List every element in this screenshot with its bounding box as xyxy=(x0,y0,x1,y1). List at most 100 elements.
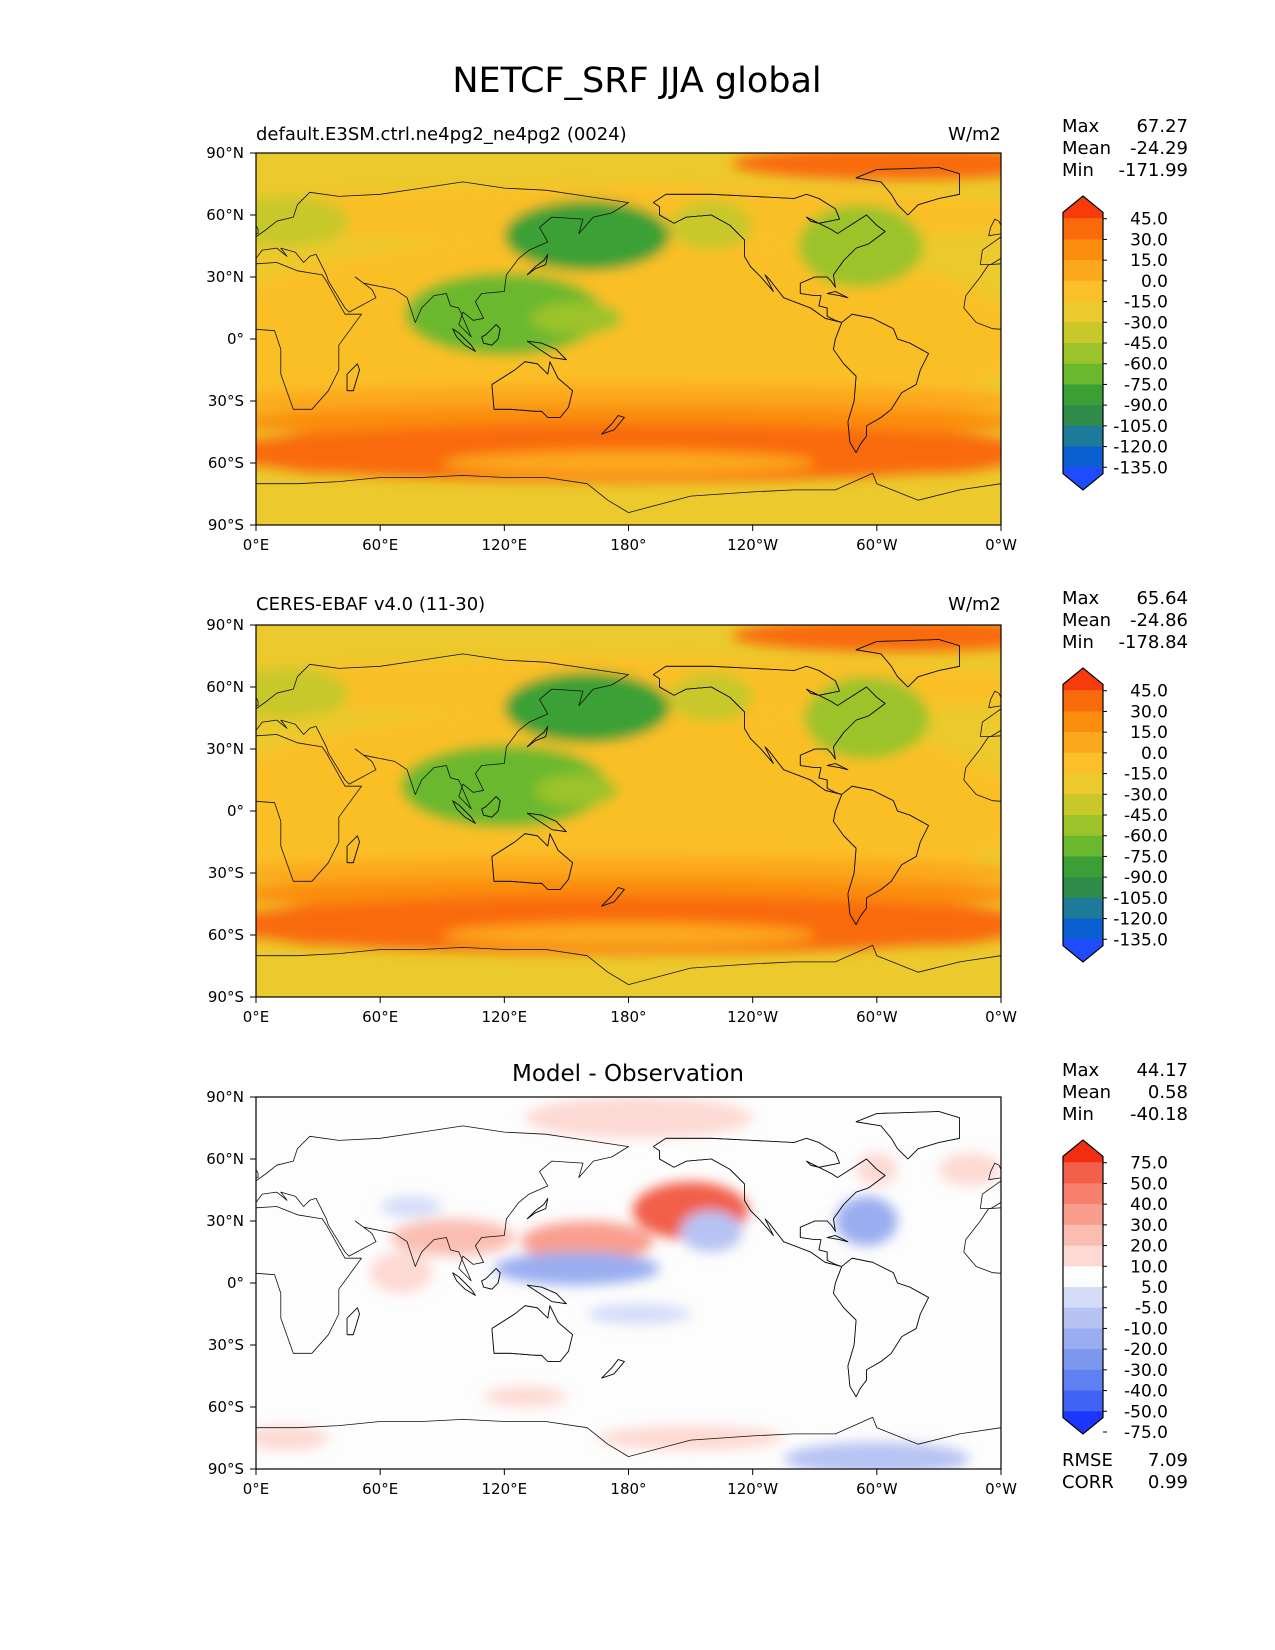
field-anomaly-15 xyxy=(732,625,1001,652)
field-anomaly-14 xyxy=(256,1425,329,1451)
x-tick-label: 120°E xyxy=(482,536,528,554)
stat-label-max: Max xyxy=(1062,588,1100,609)
colorbar-swatch xyxy=(1063,897,1103,920)
colorbar-swatch xyxy=(1063,690,1103,712)
colorbar-swatch xyxy=(1063,815,1103,837)
colorbar-tick-label: -45.0 xyxy=(1124,334,1168,354)
y-tick-label: 90°N xyxy=(206,616,244,634)
field-anomaly-11 xyxy=(587,1303,691,1325)
y-tick-label: 0° xyxy=(227,1274,244,1292)
colorbar-tick-label: -10.0 xyxy=(1124,1319,1168,1339)
x-tick-label: 120°E xyxy=(482,1480,528,1498)
stat-label-rmse: RMSE xyxy=(1062,1450,1113,1471)
colorbar-swatch xyxy=(1063,1328,1103,1350)
colorbar-swatch xyxy=(1063,918,1103,940)
colorbar-swatch xyxy=(1063,363,1103,385)
colorbar-tick-label: 0.0 xyxy=(1141,744,1168,764)
colorbar-tick-label: -30.0 xyxy=(1124,785,1168,805)
panel-difference-map xyxy=(255,1096,1002,1470)
colorbar-tick-label: -20.0 xyxy=(1124,1340,1168,1360)
panel-model-map xyxy=(255,152,1002,526)
colorbar-swatch xyxy=(1063,260,1103,282)
colorbar-outline xyxy=(1062,1139,1104,1435)
stat-label-mean: Mean xyxy=(1062,1082,1111,1103)
colorbar-swatch xyxy=(1063,1204,1103,1226)
colorbar-swatch xyxy=(1063,1411,1103,1434)
colorbar-swatch xyxy=(1063,196,1103,219)
stat-value-max: 67.27 xyxy=(1136,116,1188,137)
colorbar-tick-label: -105.0 xyxy=(1113,889,1168,909)
x-tick-label: 180° xyxy=(610,1480,646,1498)
field-anomaly-15 xyxy=(597,1425,784,1451)
panel-observation-title: CERES-EBAF v4.0 (11-30) xyxy=(256,594,485,615)
field-anomaly-7 xyxy=(427,293,561,335)
y-tick-label: 60°S xyxy=(208,926,244,944)
colorbar-outline xyxy=(1062,667,1104,963)
colorbar-swatch xyxy=(1063,711,1103,733)
field-anomaly-8 xyxy=(535,773,619,807)
x-tick-label: 120°E xyxy=(482,1008,528,1026)
stat-label-corr: CORR xyxy=(1062,1472,1114,1493)
x-tick-label: 120°W xyxy=(727,1008,778,1026)
x-tick-label: 0°E xyxy=(243,536,270,554)
y-tick-label: 90°S xyxy=(208,516,244,534)
field-anomaly-14 xyxy=(442,922,815,948)
panel-difference: Model - Observation 0°E 60°E 120°E 180° 120°… xyxy=(206,1060,1188,1498)
field-anomaly-4 xyxy=(804,676,929,760)
colorbar-swatch xyxy=(1063,732,1103,754)
colorbar-tick-label: 20.0 xyxy=(1130,1237,1168,1257)
stat-value-corr: 0.99 xyxy=(1148,1472,1188,1493)
colorbar-swatch xyxy=(1063,218,1103,240)
coastlines xyxy=(256,1111,1001,1457)
stat-value-mean: -24.86 xyxy=(1130,610,1188,631)
x-tick-label: 180° xyxy=(610,536,646,554)
colorbar-swatch xyxy=(1063,1140,1103,1163)
colorbar-tick-label: 75.0 xyxy=(1130,1154,1168,1174)
colorbar-swatch xyxy=(1063,668,1103,691)
colorbar-swatch xyxy=(1063,446,1103,468)
y-tick-label: 30°S xyxy=(208,864,244,882)
stat-value-rmse: 7.09 xyxy=(1148,1450,1188,1471)
colorbar-tick-label: -90.0 xyxy=(1124,868,1168,888)
colorbar-tick-label: 40.0 xyxy=(1130,1195,1168,1215)
colorbar-tick-label: 30.0 xyxy=(1130,1216,1168,1236)
colorbar-tick-label: -120.0 xyxy=(1113,910,1168,930)
x-tick-label: 60°W xyxy=(856,536,898,554)
panel-observation-colorbar: 45.030.015.00.0-15.0-30.0-45.0-60.0-75.0… xyxy=(1062,667,1168,963)
colorbar-swatch xyxy=(1063,939,1103,962)
field-anomaly-3 xyxy=(504,672,670,743)
x-tick-label: 60°W xyxy=(856,1480,898,1498)
colorbar-swatch xyxy=(1063,384,1103,406)
panel-difference-stats: Max 44.17 Mean 0.58 Min -40.18 RMSE 7.09 CORR 0.9… xyxy=(1062,1060,1188,1493)
colorbar-tick-label: -75.0 xyxy=(1124,847,1168,867)
field-anomaly-3 xyxy=(525,1097,753,1139)
colorbar-swatch xyxy=(1063,239,1103,261)
y-tick-label: 90°S xyxy=(208,988,244,1006)
stat-value-min: -178.84 xyxy=(1119,632,1188,653)
field-anomaly-13 xyxy=(835,904,1001,946)
colorbar-tick-label: -60.0 xyxy=(1124,827,1168,847)
field-anomaly-7 xyxy=(413,765,554,807)
y-tick-label: 30°N xyxy=(206,1212,244,1230)
colorbar-swatch xyxy=(1063,1287,1103,1309)
x-tick-label: 180° xyxy=(610,1008,646,1026)
y-tick-label: 30°S xyxy=(208,1336,244,1354)
colorbar-tick-label: 30.0 xyxy=(1130,230,1168,250)
stat-label-mean: Mean xyxy=(1062,610,1111,631)
stat-value-mean: -24.29 xyxy=(1130,138,1188,159)
colorbar-swatch xyxy=(1063,1245,1103,1267)
colorbar-outline xyxy=(1062,195,1104,491)
field-anomaly-1 xyxy=(520,1221,654,1263)
colorbar-tick-label: -50.0 xyxy=(1124,1402,1168,1422)
field-anomaly-5 xyxy=(938,1152,1001,1186)
field-anomaly-6 xyxy=(669,200,753,251)
stat-label-min: Min xyxy=(1062,160,1094,181)
field-anomaly-13 xyxy=(835,432,1001,474)
panel-model: default.E3SM.ctrl.ne4pg2_ne4pg2 (0024) W… xyxy=(206,116,1188,554)
panel-observation-axes: 0°E 60°E 120°E 180° 120°W 60°W 0°W 90°N 60°N 30°N… xyxy=(206,616,1017,1026)
field-anomaly-2 xyxy=(390,1218,515,1257)
colorbar-swatch xyxy=(1063,1307,1103,1329)
field-anomaly-12 xyxy=(783,1442,970,1469)
colorbar-swatch xyxy=(1063,405,1103,427)
